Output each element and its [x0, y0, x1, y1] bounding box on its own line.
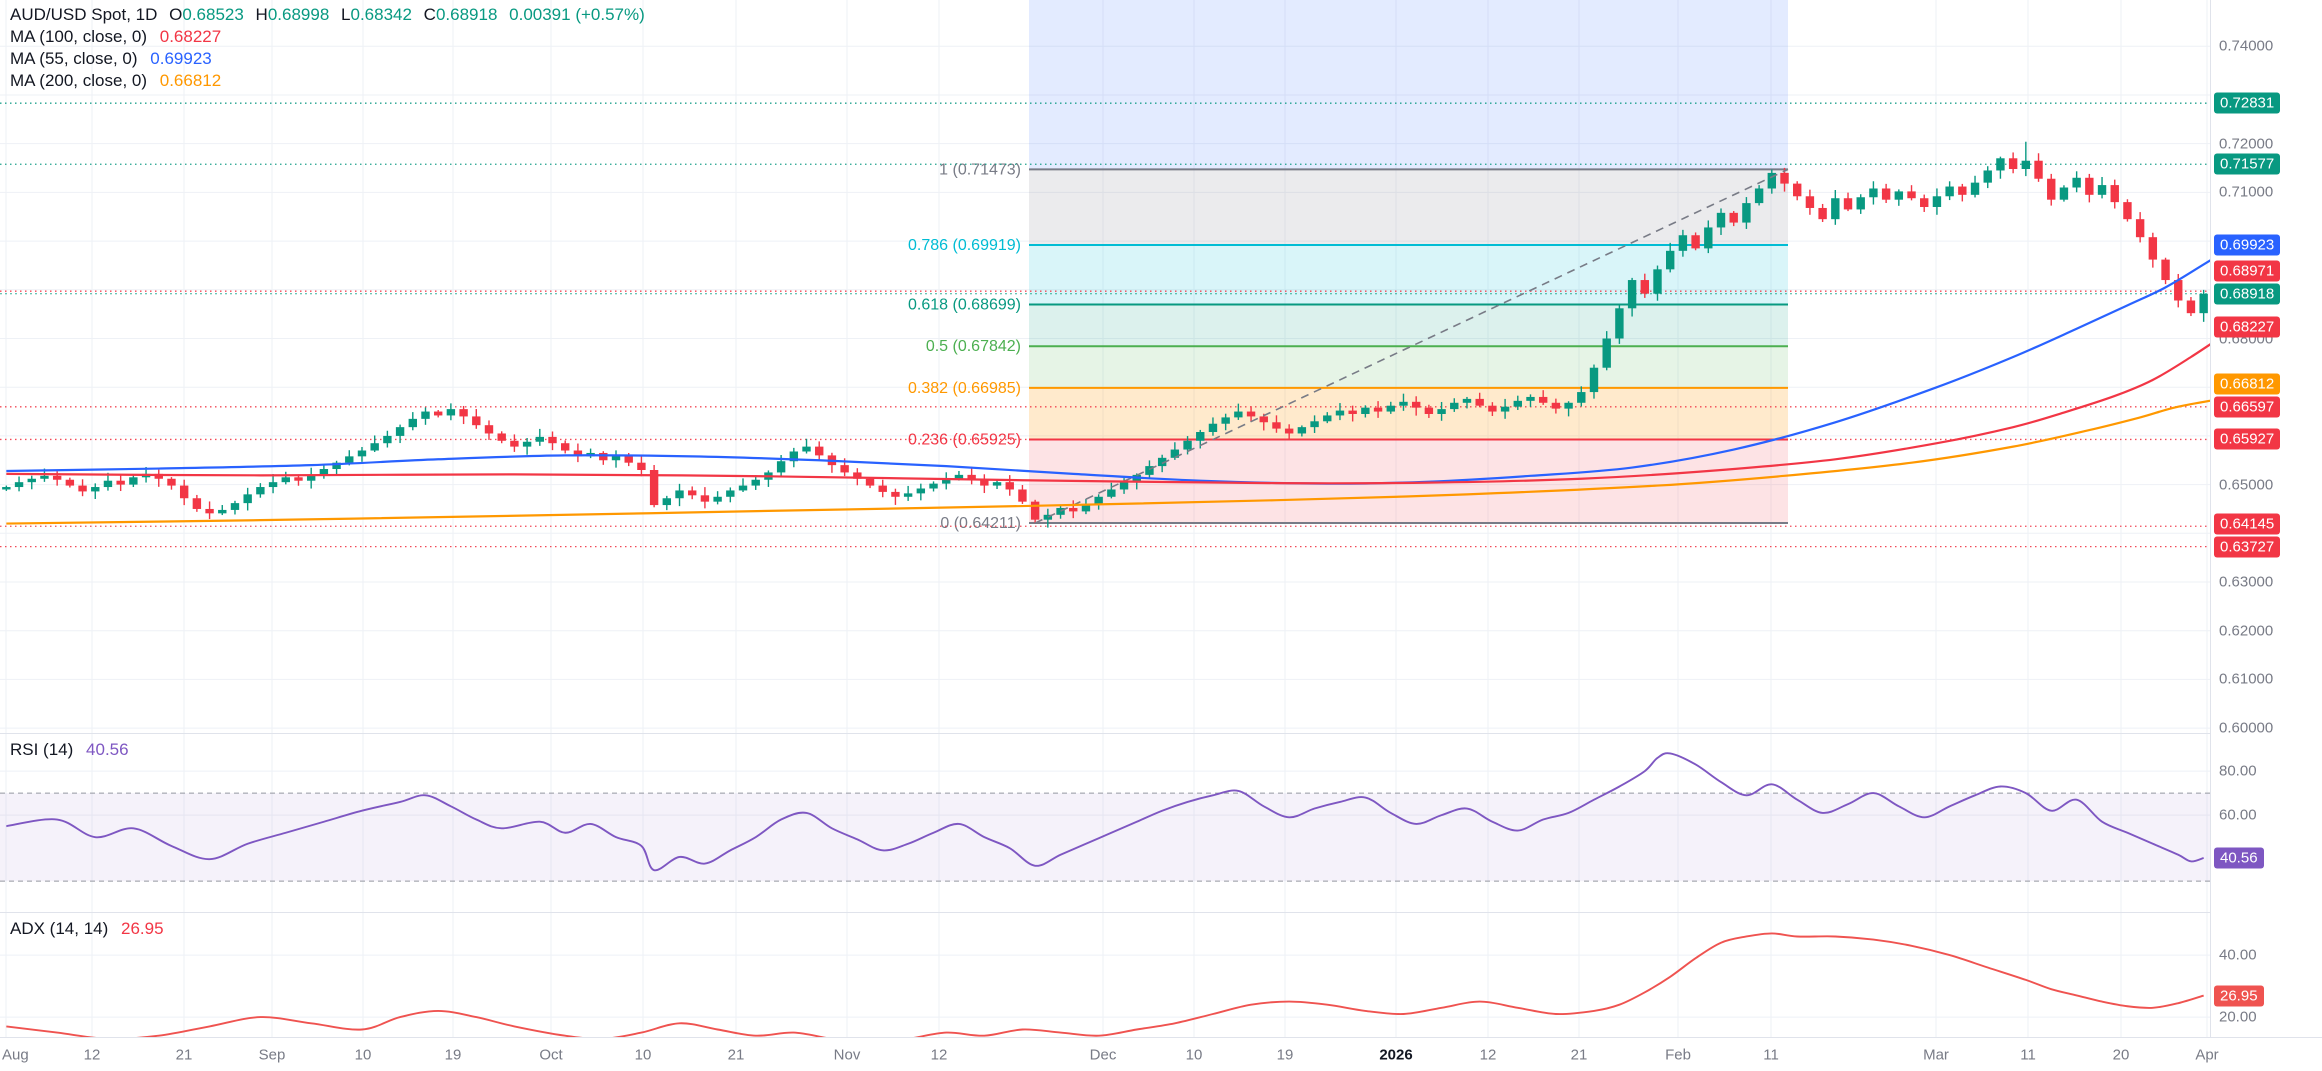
svg-text:0.5 (0.67842): 0.5 (0.67842)	[926, 338, 1021, 355]
price-badge: 0.64145	[2214, 513, 2281, 535]
price-axis-label: 0.61000	[2219, 670, 2274, 688]
change-value: 0.00391 (+0.57%)	[509, 5, 645, 24]
price-badge: 0.63727	[2214, 536, 2281, 558]
ma200-value: 0.66812	[159, 71, 222, 90]
ohlc-high-key: H	[255, 5, 268, 24]
price-badge: 0.72831	[2214, 92, 2281, 114]
price-badge: 0.66597	[2214, 396, 2281, 418]
ohlc-open-key: O	[169, 5, 183, 24]
price-badge: 0.68227	[2214, 316, 2281, 338]
time-axis-label: 12	[930, 1046, 948, 1064]
adx-pane-canvas[interactable]	[0, 912, 2210, 1037]
ohlc-close-value: 0.68918	[435, 5, 498, 24]
time-axis-label: 20	[2112, 1046, 2130, 1064]
time-axis-label: 19	[1276, 1046, 1294, 1064]
time-axis-label: 21	[1570, 1046, 1588, 1064]
ma200-legend-row[interactable]: MA (200, close, 0) 0.66812	[10, 70, 645, 92]
rsi-pane-canvas[interactable]	[0, 733, 2210, 912]
adx-legend[interactable]: ADX (14, 14) 26.95	[10, 918, 164, 940]
price-axis-label: 0.71000	[2219, 183, 2274, 201]
rsi-value: 40.56	[86, 740, 129, 759]
ohlc-open-value: 0.68523	[182, 5, 244, 24]
symbol-title: AUD/USD Spot, 1D	[10, 5, 158, 24]
svg-text:0.786 (0.69919): 0.786 (0.69919)	[908, 237, 1021, 254]
time-axis-label: 11	[1763, 1046, 1779, 1064]
rsi-badge: 40.56	[2214, 847, 2264, 869]
time-axis-label: 10	[1185, 1046, 1203, 1064]
price-axis[interactable]: 0.74000 0.72000 0.71000 0.68000 0.65000 0.630…	[2210, 0, 2322, 1037]
ma100-legend-row[interactable]: MA (100, close, 0) 0.68227	[10, 26, 645, 48]
ma100-label: MA (100, close, 0)	[10, 27, 148, 46]
rsi-axis-label: 80.00	[2219, 762, 2257, 780]
fib-trendline	[1034, 168, 1789, 524]
price-pane[interactable]: 1 (0.71473) 0.786 (0.69919) 0.618 (0.68699…	[0, 0, 2210, 733]
svg-text:0 (0.64211): 0 (0.64211)	[940, 515, 1021, 532]
adx-line	[6, 932, 2204, 1037]
adx-axis-label: 40.00	[2219, 946, 2257, 964]
time-axis-label: Mar	[1923, 1046, 1949, 1064]
svg-text:0.382 (0.66985): 0.382 (0.66985)	[908, 380, 1021, 397]
time-axis-label: Sep	[258, 1046, 286, 1064]
pane-separator[interactable]	[0, 912, 2322, 913]
ohlc-close-key: C	[423, 5, 436, 24]
rsi-line	[6, 752, 2204, 872]
adx-value: 26.95	[121, 919, 164, 938]
rsi-legend[interactable]: RSI (14) 40.56	[10, 739, 129, 761]
price-badge: 0.65927	[2214, 428, 2281, 450]
rsi-label: RSI (14)	[10, 740, 74, 759]
time-axis-label: Dec	[1089, 1046, 1117, 1064]
svg-text:0.236 (0.65925): 0.236 (0.65925)	[908, 432, 1021, 449]
svg-text:0.618 (0.68699): 0.618 (0.68699)	[908, 296, 1021, 313]
adx-axis-label: 20.00	[2219, 1008, 2257, 1026]
time-axis-label: 21	[175, 1046, 193, 1064]
time-axis-label: Aug	[2, 1046, 29, 1064]
ma55-legend-row[interactable]: MA (55, close, 0) 0.69923	[10, 48, 645, 70]
time-axis-label: Oct	[539, 1046, 563, 1064]
time-axis-label: 10	[354, 1046, 372, 1064]
rsi-pane[interactable]	[0, 733, 2210, 912]
ohlc-low-key: L	[341, 5, 351, 24]
price-badge: 0.66812	[2214, 373, 2281, 395]
time-axis-label: 12	[83, 1046, 101, 1064]
ma55-value: 0.69923	[150, 49, 212, 68]
symbol-legend-row[interactable]: AUD/USD Spot, 1D O0.68523 H0.68998 L0.68…	[10, 4, 645, 26]
svg-text:1 (0.71473): 1 (0.71473)	[939, 161, 1021, 178]
time-axis-label: 12	[1479, 1046, 1497, 1064]
ma55-label: MA (55, close, 0)	[10, 49, 138, 68]
rsi-axis-label: 60.00	[2219, 806, 2257, 824]
price-axis-label: 0.63000	[2219, 573, 2274, 591]
price-axis-label: 0.65000	[2219, 476, 2274, 494]
price-axis-label: 0.74000	[2219, 37, 2274, 55]
ma200-label: MA (200, close, 0)	[10, 71, 148, 90]
pane-separator[interactable]	[0, 733, 2322, 734]
time-axis-label: 2026	[1379, 1046, 1413, 1064]
adx-badge: 26.95	[2214, 985, 2264, 1007]
symbol-legend[interactable]: AUD/USD Spot, 1D O0.68523 H0.68998 L0.68…	[10, 4, 645, 92]
price-badge: 0.68971	[2214, 260, 2281, 282]
time-axis-label: 21	[727, 1046, 745, 1064]
time-axis-label: Apr	[2195, 1046, 2219, 1064]
ohlc-high-value: 0.68998	[267, 5, 330, 24]
time-axis[interactable]: Aug 12 21 Sep 10 19 Oct 10 21 Nov 12 Dec 10 19 2026 12 2…	[0, 1037, 2322, 1071]
price-axis-label: 0.72000	[2219, 135, 2274, 153]
time-axis-label: 11	[2020, 1046, 2036, 1064]
time-axis-label: 10	[634, 1046, 652, 1064]
price-axis-label: 0.62000	[2219, 622, 2274, 640]
fib-retracement: 1 (0.71473) 0.786 (0.69919) 0.618 (0.68699…	[908, 0, 1788, 532]
price-badge: 0.71577	[2214, 153, 2281, 175]
ma-line	[6, 343, 2210, 485]
time-axis-label: 19	[444, 1046, 462, 1064]
ma100-value: 0.68227	[159, 27, 222, 46]
adx-label: ADX (14, 14)	[10, 919, 109, 938]
ma-line	[6, 399, 2210, 525]
adx-pane[interactable]	[0, 912, 2210, 1037]
price-axis-label: 0.60000	[2219, 719, 2274, 737]
price-pane-canvas[interactable]: 1 (0.71473) 0.786 (0.69919) 0.618 (0.68699…	[0, 0, 2210, 733]
time-axis-label: Feb	[1665, 1046, 1691, 1064]
time-axis-label: Nov	[833, 1046, 861, 1064]
price-badge: 0.69923	[2214, 234, 2281, 256]
ohlc-low-value: 0.68342	[350, 5, 412, 24]
price-badge: 0.68918	[2214, 283, 2281, 305]
